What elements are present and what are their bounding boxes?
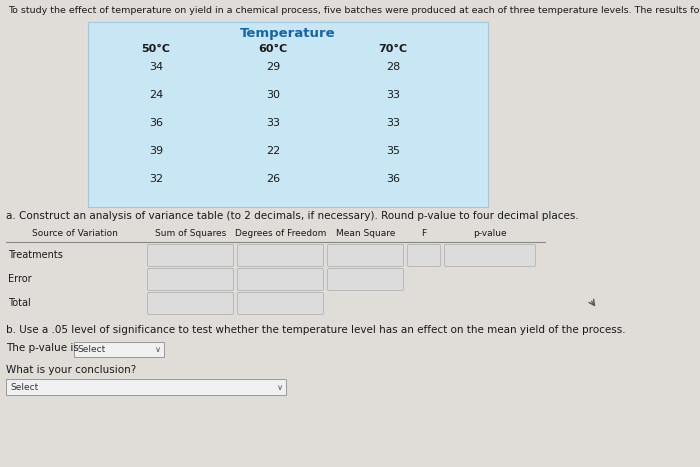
Text: Degrees of Freedom: Degrees of Freedom (234, 229, 326, 238)
Text: 39: 39 (149, 146, 163, 156)
FancyBboxPatch shape (237, 292, 323, 314)
Text: ∨: ∨ (277, 382, 283, 391)
Text: a. Construct an analysis of variance table (to 2 decimals, if necessary). Round : a. Construct an analysis of variance tab… (6, 211, 579, 221)
Text: 22: 22 (266, 146, 280, 156)
FancyBboxPatch shape (328, 245, 403, 267)
Text: Temperature: Temperature (240, 27, 336, 40)
Text: 26: 26 (266, 174, 280, 184)
Text: 35: 35 (386, 146, 400, 156)
Text: Mean Square: Mean Square (336, 229, 396, 238)
Text: Treatments: Treatments (8, 250, 63, 261)
Text: 33: 33 (386, 118, 400, 128)
Text: Total: Total (8, 298, 31, 309)
FancyBboxPatch shape (407, 245, 440, 267)
FancyBboxPatch shape (237, 269, 323, 290)
Text: Select: Select (77, 345, 105, 354)
Text: 32: 32 (149, 174, 163, 184)
Bar (6, 379, 286, 395)
Text: b. Use a .05 level of significance to test whether the temperature level has an : b. Use a .05 level of significance to te… (6, 325, 626, 335)
Text: 24: 24 (149, 90, 163, 100)
FancyBboxPatch shape (148, 292, 234, 314)
Text: The p-value is: The p-value is (6, 343, 79, 353)
Text: What is your conclusion?: What is your conclusion? (6, 365, 136, 375)
FancyBboxPatch shape (237, 245, 323, 267)
Bar (88, 22, 488, 207)
FancyBboxPatch shape (328, 269, 403, 290)
Text: F: F (421, 229, 426, 238)
Text: 34: 34 (149, 62, 163, 72)
Text: To study the effect of temperature on yield in a chemical process, five batches : To study the effect of temperature on yi… (8, 6, 700, 15)
Text: Error: Error (8, 275, 32, 284)
Text: 30: 30 (266, 90, 280, 100)
Text: 36: 36 (386, 174, 400, 184)
FancyBboxPatch shape (148, 245, 234, 267)
Text: 70°C: 70°C (379, 44, 407, 54)
Text: 28: 28 (386, 62, 400, 72)
Text: ∨: ∨ (155, 345, 161, 354)
Bar (74, 342, 164, 357)
Text: 60°C: 60°C (258, 44, 288, 54)
Text: 50°C: 50°C (141, 44, 171, 54)
FancyBboxPatch shape (148, 269, 234, 290)
Text: 36: 36 (149, 118, 163, 128)
FancyBboxPatch shape (444, 245, 536, 267)
Text: Select: Select (10, 382, 38, 391)
Text: p-value: p-value (473, 229, 507, 238)
Text: Source of Variation: Source of Variation (32, 229, 118, 238)
Text: Sum of Squares: Sum of Squares (155, 229, 226, 238)
Text: 29: 29 (266, 62, 280, 72)
Text: 33: 33 (266, 118, 280, 128)
Text: 33: 33 (386, 90, 400, 100)
